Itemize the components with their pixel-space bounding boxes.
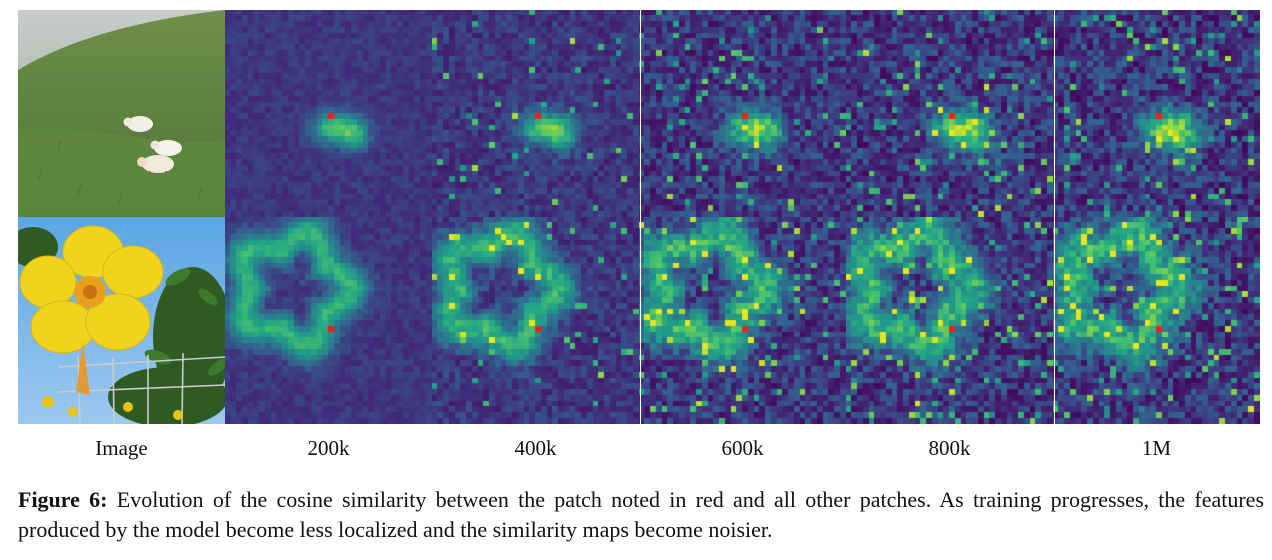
- sheep-photo-illustration: [18, 10, 225, 217]
- caption-text: Evolution of the cosine similarity betwe…: [18, 487, 1265, 542]
- similarity-map-flower-600k: [639, 217, 846, 424]
- similarity-map-sheep-1m: [1053, 10, 1264, 217]
- column-image: [18, 10, 225, 424]
- similarity-map-sheep-600k: [639, 10, 846, 217]
- divider-1m: [1054, 10, 1055, 424]
- similarity-map-flower-400k: [432, 217, 639, 424]
- photo-sheep: [18, 10, 225, 217]
- photo-flower: [18, 217, 225, 424]
- caption-label: Figure 6:: [18, 487, 108, 512]
- similarity-map-flower-1m: [1053, 217, 1264, 424]
- column-label-1m: 1M: [1141, 436, 1172, 460]
- similarity-map-sheep-800k: [846, 10, 1053, 217]
- column-600k: [639, 10, 846, 424]
- figure-caption: Figure 6: Evolution of the cosine simila…: [18, 485, 1264, 545]
- column-800k: [846, 10, 1053, 424]
- flower-photo-illustration: [18, 217, 225, 424]
- column-label-image: Image: [95, 436, 148, 460]
- similarity-map-sheep-400k: [432, 10, 639, 217]
- column-label-400k: 400k: [514, 436, 557, 460]
- sheep-group: [123, 116, 182, 180]
- divider-600k: [640, 10, 641, 424]
- column-400k: [432, 10, 639, 424]
- column-label-800k: 800k: [928, 436, 971, 460]
- similarity-map-sheep-200k: [225, 10, 432, 217]
- column-label-200k: 200k: [307, 436, 350, 460]
- column-1m: [1053, 10, 1264, 424]
- column-label-600k: 600k: [721, 436, 764, 460]
- figure-6: [18, 10, 1264, 424]
- yellow-flower: [19, 225, 164, 354]
- similarity-map-flower-800k: [846, 217, 1053, 424]
- column-200k: [225, 10, 432, 424]
- similarity-map-flower-200k: [225, 217, 432, 424]
